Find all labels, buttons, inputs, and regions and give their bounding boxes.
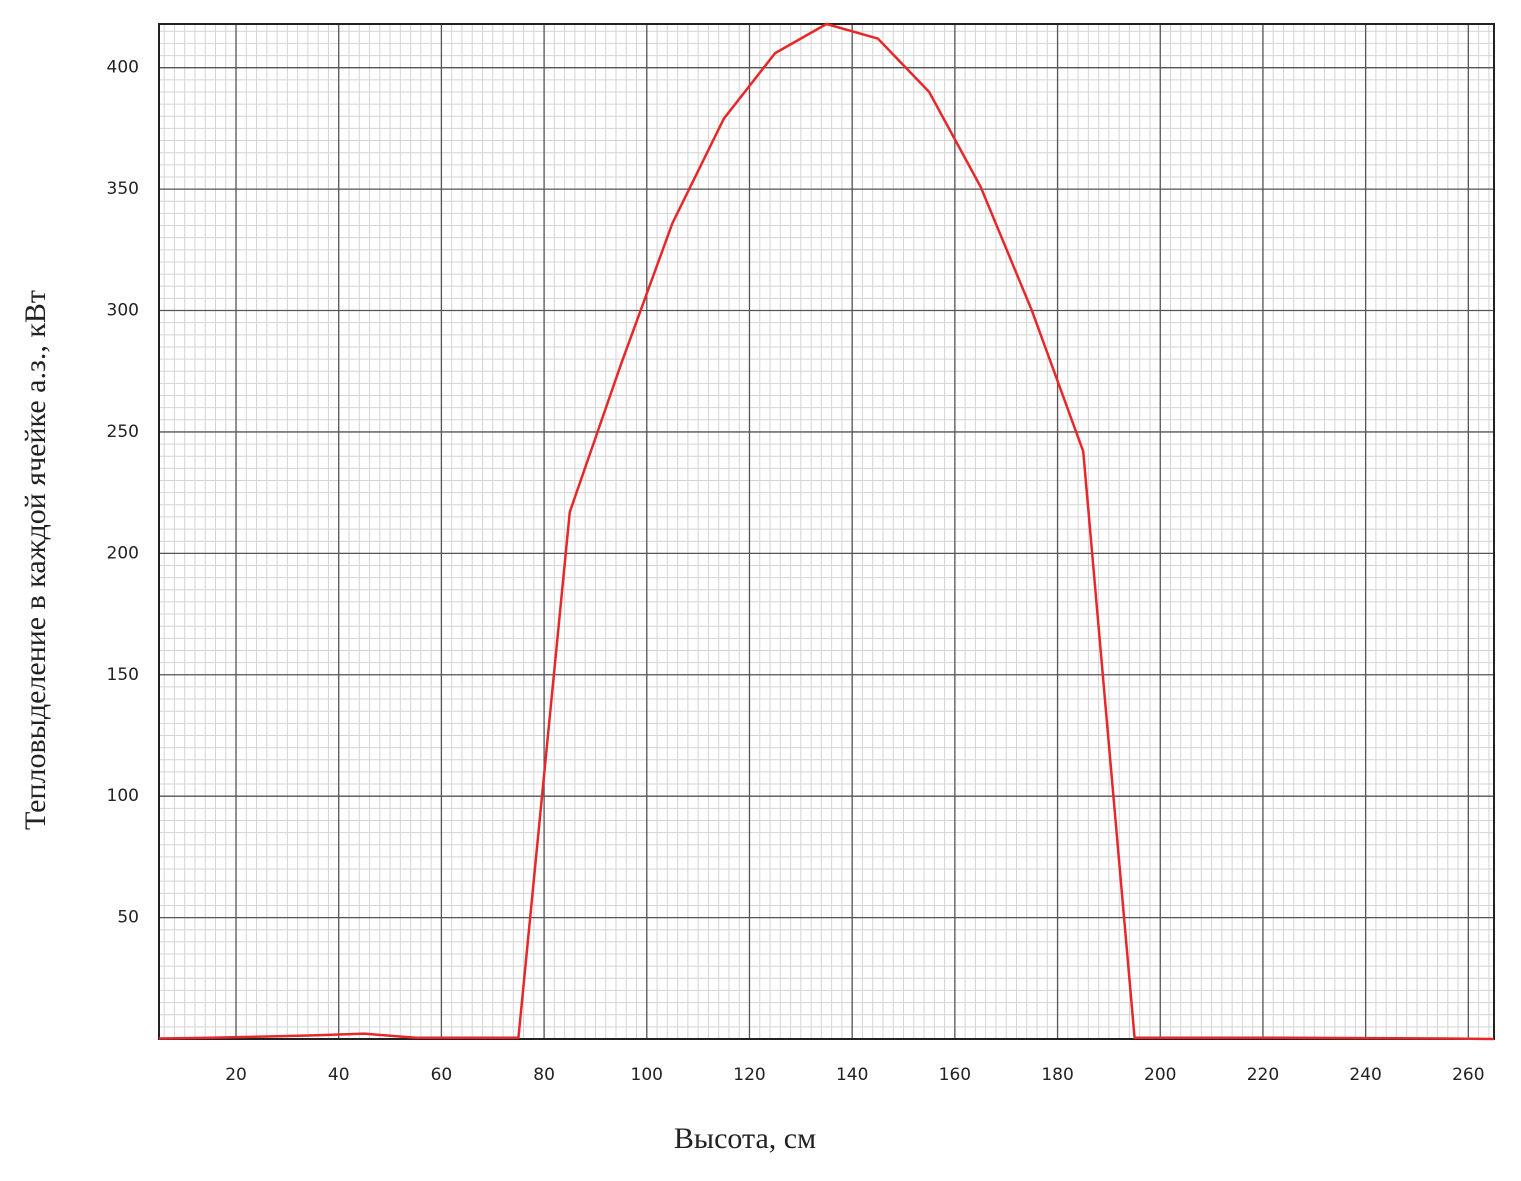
x-tick-label: 180: [1041, 1065, 1073, 1085]
x-tick-label: 100: [631, 1065, 663, 1085]
y-axis-title: Тепловыделение в каждой ячейке а.з., кВт: [19, 290, 52, 830]
y-tick-label: 300: [107, 301, 139, 321]
x-tick-label: 20: [225, 1065, 247, 1085]
x-tick-label: 60: [431, 1065, 453, 1085]
x-tick-label: 40: [328, 1065, 350, 1085]
y-tick-label: 50: [117, 908, 139, 928]
x-tick-label: 80: [533, 1065, 555, 1085]
y-tick-label: 400: [107, 58, 139, 78]
x-tick-label: 200: [1144, 1065, 1176, 1085]
y-tick-label: 100: [107, 786, 139, 806]
y-tick-label: 200: [107, 543, 139, 563]
y-tick-label: 250: [107, 422, 139, 442]
x-tick-label: 160: [939, 1065, 971, 1085]
x-tick-label: 260: [1452, 1065, 1484, 1085]
x-axis-title: Высота, см: [674, 1122, 816, 1155]
x-tick-label: 120: [733, 1065, 765, 1085]
y-tick-label: 350: [107, 179, 139, 199]
x-tick-label: 220: [1247, 1065, 1279, 1085]
data-line: [158, 22, 1495, 1041]
x-tick-label: 240: [1349, 1065, 1381, 1085]
x-tick-label: 140: [836, 1065, 868, 1085]
y-tick-label: 150: [107, 665, 139, 685]
